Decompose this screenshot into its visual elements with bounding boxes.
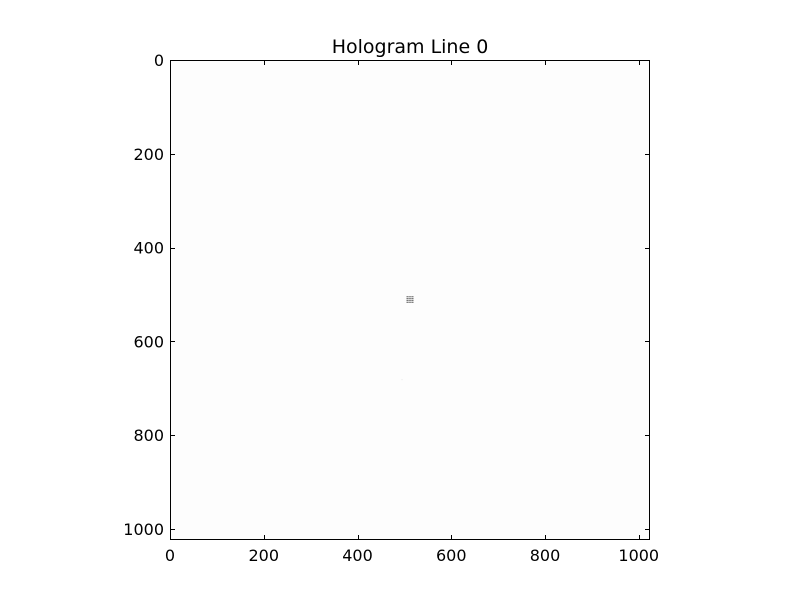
feature-dot <box>408 297 410 300</box>
feature-dot <box>412 301 414 303</box>
faint-feature-dot <box>401 379 403 381</box>
feature-dot <box>410 301 412 303</box>
feature-dot <box>408 299 410 302</box>
x-tick-label: 200 <box>248 546 279 565</box>
y-tick-label: 1000 <box>123 520 164 539</box>
feature-dot <box>412 299 414 302</box>
y-tick-label: 600 <box>133 332 164 351</box>
feature-dot <box>406 297 408 300</box>
image-features <box>401 296 414 381</box>
y-tick-label: 800 <box>133 426 164 445</box>
feature-dot <box>406 299 408 302</box>
feature-dot <box>412 296 414 298</box>
feature-dot <box>408 296 410 298</box>
x-tick-label: 600 <box>436 546 467 565</box>
y-tick-label: 200 <box>133 145 164 164</box>
chart-title: Hologram Line 0 <box>332 36 489 58</box>
feature-dot <box>410 297 412 300</box>
plot-frame <box>170 60 650 540</box>
y-tick-label: 400 <box>133 239 164 258</box>
x-tick-label: 800 <box>530 546 561 565</box>
feature-dot <box>412 297 414 300</box>
feature-dot <box>406 296 408 298</box>
x-tick-label: 0 <box>165 546 175 565</box>
dot-grid-feature <box>406 296 414 303</box>
y-axis: 0 200 400 600 800 1000 <box>123 51 650 539</box>
x-tick-label: 1000 <box>618 546 659 565</box>
image-area <box>170 60 650 540</box>
feature-dot <box>410 299 412 302</box>
x-axis: 0 200 400 600 800 1000 <box>165 60 659 565</box>
x-tick-label: 400 <box>342 546 373 565</box>
feature-dot <box>408 301 410 303</box>
feature-dot <box>410 296 412 298</box>
y-tick-label: 0 <box>154 51 164 70</box>
feature-dot <box>406 301 408 303</box>
